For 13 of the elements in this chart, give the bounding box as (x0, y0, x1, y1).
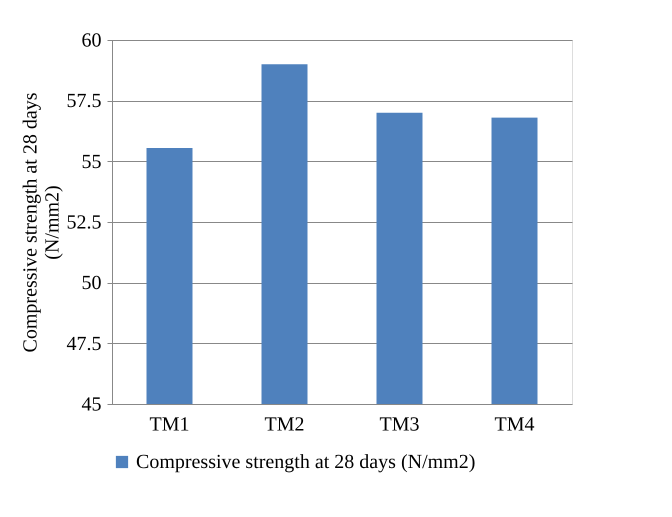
y-tick-label: 60 (82, 30, 102, 52)
legend-label: Compressive strength at 28 days (N/mm2) (136, 451, 476, 473)
y-tick-label: 57.5 (66, 90, 102, 112)
y-tick-label: 55 (82, 150, 102, 173)
x-tick-label: TM2 (264, 414, 304, 436)
y-tick-label: 45 (82, 394, 102, 416)
y-tick-label: 47.5 (66, 332, 102, 355)
y-tick-label: 50 (82, 272, 102, 294)
x-tick-label: TM3 (380, 414, 420, 436)
y-tick-label: 52.5 (66, 212, 102, 234)
x-tick-label: TM1 (150, 414, 190, 436)
y-axis-title: Compressive strength at 28 days (N/mm2) (20, 92, 64, 352)
x-tick-label: TM4 (494, 414, 534, 436)
